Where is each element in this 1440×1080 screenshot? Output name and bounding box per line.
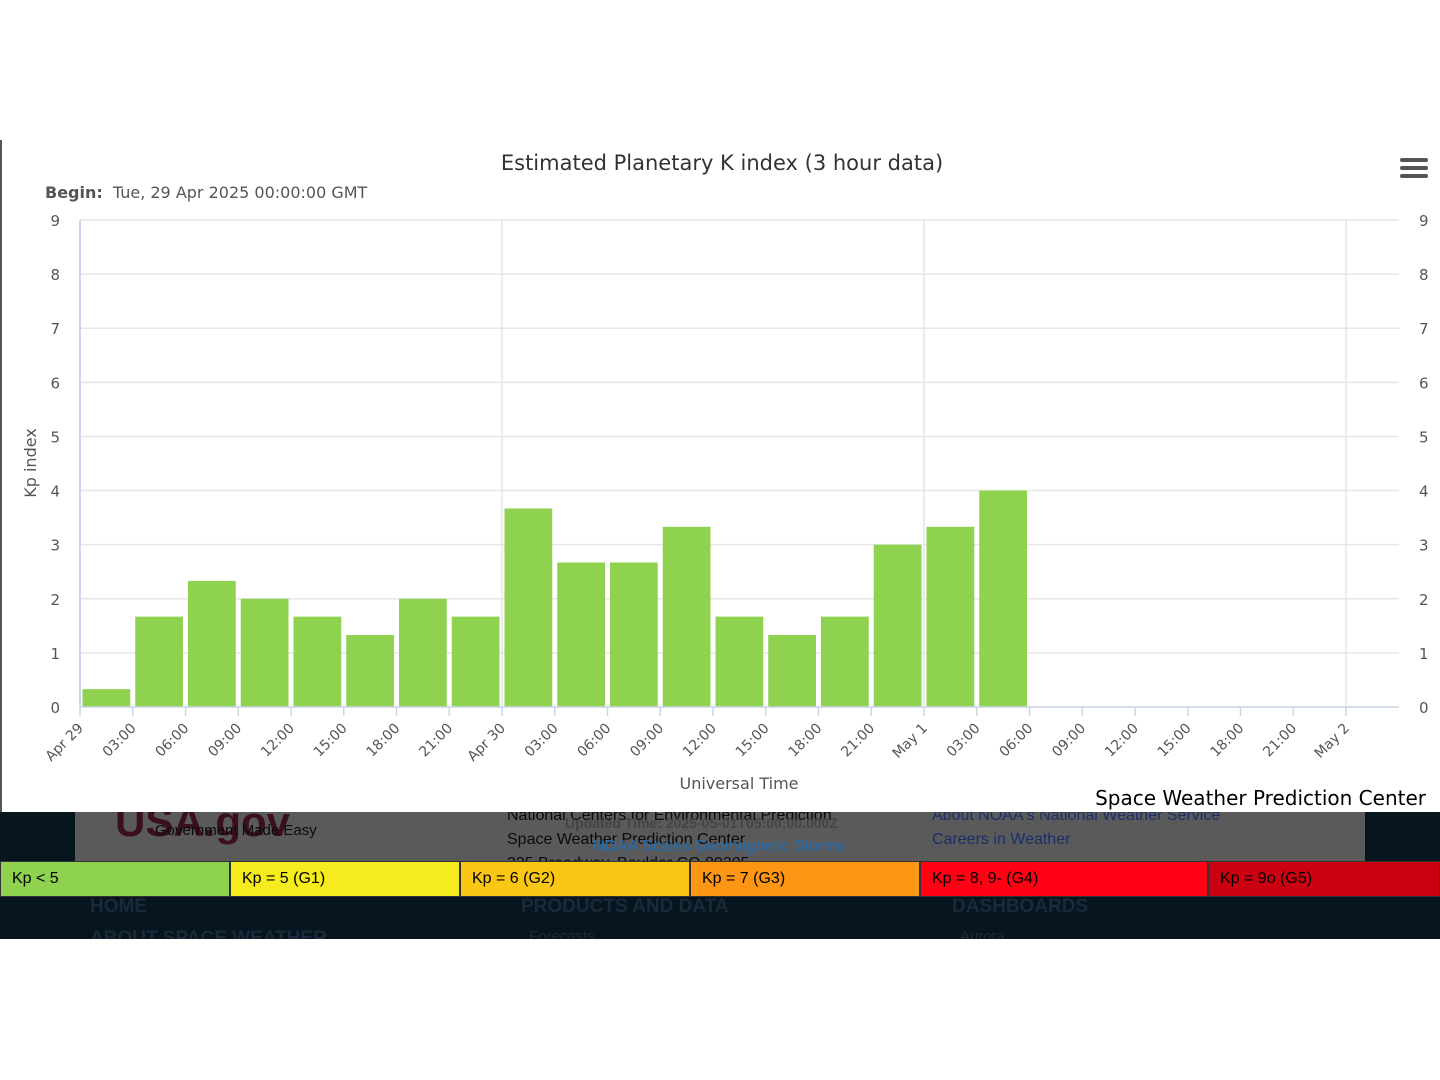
footer-nav-dashboards[interactable]: DASHBOARDS	[952, 896, 1089, 917]
scale-segment: Kp = 9o (G5)	[1208, 861, 1440, 897]
kp-bar[interactable]	[557, 562, 605, 707]
x-tick-label: 15:00	[311, 721, 351, 761]
logo-tagline: Government Made Easy	[155, 822, 317, 839]
kp-bar[interactable]	[451, 616, 500, 707]
scale-segment: Kp < 5	[0, 861, 230, 897]
scale-segment: Kp = 7 (G3)	[690, 861, 920, 897]
footer-nav-forecasts[interactable]: Forecasts	[529, 928, 595, 939]
x-tick-label: 15:00	[1155, 721, 1195, 761]
footer-nav-aurora[interactable]: Aurora	[960, 928, 1006, 939]
y-tick-label-right: 5	[1419, 428, 1429, 446]
y-tick-label: 4	[50, 483, 60, 501]
x-tick-label: 21:00	[1260, 721, 1300, 761]
y-axis-title: Kp index	[21, 428, 40, 498]
x-tick-label: 09:00	[205, 721, 245, 761]
y-tick-label: 6	[50, 374, 60, 392]
x-tick-label: 03:00	[522, 721, 562, 761]
kp-chart: 0 0 1 1 2 2 3 3 4 4 5 5 6 6 7 7 8 8 9 9 Apr 29 03:00 06:00 09:0…	[21, 151, 1429, 793]
y-tick-label-right: 4	[1419, 483, 1429, 501]
kp-scale-legend: Kp < 5 Kp = 5 (G1) Kp = 6 (G2) Kp = 7 (G3) K…	[0, 861, 1440, 897]
y-tick-label-right: 0	[1419, 699, 1429, 717]
x-tick-label: 15:00	[733, 721, 773, 761]
y-tick-label-right: 2	[1419, 591, 1429, 609]
y-tick-label: 7	[50, 320, 60, 338]
x-axis-title: Universal Time	[679, 774, 798, 793]
footer-nav-home[interactable]: HOME	[90, 896, 147, 917]
kp-bar[interactable]	[926, 526, 975, 707]
x-tick-label: 09:00	[1049, 721, 1089, 761]
svg-text:Begin: Tue, 29 Apr 2025: Begin: Tue, 29 Apr 2025 00:00:00 GMT	[45, 183, 368, 202]
kp-bar[interactable]	[293, 616, 342, 707]
x-tick-label: 12:00	[680, 721, 720, 761]
footer-nav-products[interactable]: PRODUCTS AND DATA	[521, 896, 729, 917]
chart-menu-icon[interactable]	[1400, 158, 1428, 180]
kp-bar[interactable]	[346, 635, 394, 707]
x-tick-label: May 2	[1312, 721, 1353, 762]
y-tick-label: 9	[50, 212, 60, 230]
kp-bar[interactable]	[979, 490, 1027, 707]
y-tick-label: 5	[50, 428, 60, 446]
x-tick-label: 06:00	[574, 721, 614, 761]
credit-text: Space Weather Prediction Center	[1093, 786, 1428, 810]
kp-bar[interactable]	[610, 562, 658, 707]
kp-bar[interactable]	[135, 616, 183, 707]
kp-bar[interactable]	[82, 689, 131, 707]
y-tick-label: 8	[50, 266, 60, 284]
x-tick-label: 12:00	[1102, 721, 1142, 761]
x-tick-label: 03:00	[100, 721, 140, 761]
kp-bar[interactable]	[240, 598, 289, 707]
usa-gov-logo[interactable]: USA.gov	[115, 812, 291, 845]
x-tick-label: 18:00	[363, 721, 403, 761]
scale-segment: Kp = 6 (G2)	[460, 861, 690, 897]
y-tick-label-right: 3	[1419, 537, 1429, 555]
scale-segment: Kp = 5 (G1)	[230, 861, 460, 897]
careers-link[interactable]: Careers in Weather	[932, 831, 1071, 848]
center-line-2: Space Weather Prediction Center	[507, 831, 746, 848]
kp-bar[interactable]	[873, 544, 922, 707]
center-line-1: National Centers for Environmental Predi…	[507, 812, 832, 824]
page-footer: USA.gov Government Made Easy National Ce…	[0, 812, 1440, 939]
noaa-scales-link[interactable]: NOAA Scales Geomagnetic Storms	[593, 838, 845, 855]
footer-panel: USA.gov Government Made Easy National Ce…	[75, 812, 1365, 872]
x-tick-label: 18:00	[785, 721, 825, 761]
y-tick-label: 0	[50, 699, 60, 717]
y-tick-label-right: 8	[1419, 266, 1429, 284]
y-tick-label-right: 7	[1419, 320, 1429, 338]
kp-bar[interactable]	[662, 526, 711, 707]
chart-title: Estimated Planetary K index (3 hour data…	[501, 151, 943, 175]
about-nws-link[interactable]: About NOAA's National Weather Service	[932, 812, 1221, 824]
updated-time: Updated Time: 2025-05-01T05:00:00.000Z	[565, 815, 838, 831]
x-tick-label: Apr 29	[43, 721, 87, 765]
x-tick-label: Apr 30	[465, 721, 509, 765]
y-tick-label: 1	[50, 645, 60, 663]
y-tick-label-right: 9	[1419, 212, 1429, 230]
kp-bar[interactable]	[504, 508, 553, 707]
kp-bar[interactable]	[399, 598, 447, 707]
footer-nav-about[interactable]: ABOUT SPACE WEATHER	[90, 928, 327, 939]
kp-bar[interactable]	[821, 616, 869, 707]
y-tick-label: 2	[50, 591, 60, 609]
scale-segment: Kp = 8, 9- (G4)	[920, 861, 1208, 897]
x-tick-label: 06:00	[152, 721, 192, 761]
x-tick-label: 09:00	[627, 721, 667, 761]
x-tick-label: May 1	[890, 721, 931, 762]
kp-bar[interactable]	[768, 635, 816, 707]
x-tick-label: 03:00	[944, 721, 984, 761]
x-tick-label: 21:00	[838, 721, 878, 761]
x-tick-label: 06:00	[996, 721, 1036, 761]
kp-bar[interactable]	[715, 616, 764, 707]
y-tick-label: 3	[50, 537, 60, 555]
y-tick-label-right: 1	[1419, 645, 1429, 663]
x-tick-label: 18:00	[1207, 721, 1247, 761]
subtitle-label: Begin:	[45, 183, 103, 202]
kp-chart-card: 0 0 1 1 2 2 3 3 4 4 5 5 6 6 7 7 8 8 9 9 Apr 29 03:00 06:00 09:0…	[0, 140, 1440, 812]
x-tick-label: 12:00	[258, 721, 298, 761]
subtitle-value: Tue, 29 Apr 2025 00:00:00 GMT	[112, 183, 368, 202]
kp-bar[interactable]	[188, 580, 236, 707]
y-tick-label-right: 6	[1419, 374, 1429, 392]
x-tick-label: 21:00	[416, 721, 456, 761]
